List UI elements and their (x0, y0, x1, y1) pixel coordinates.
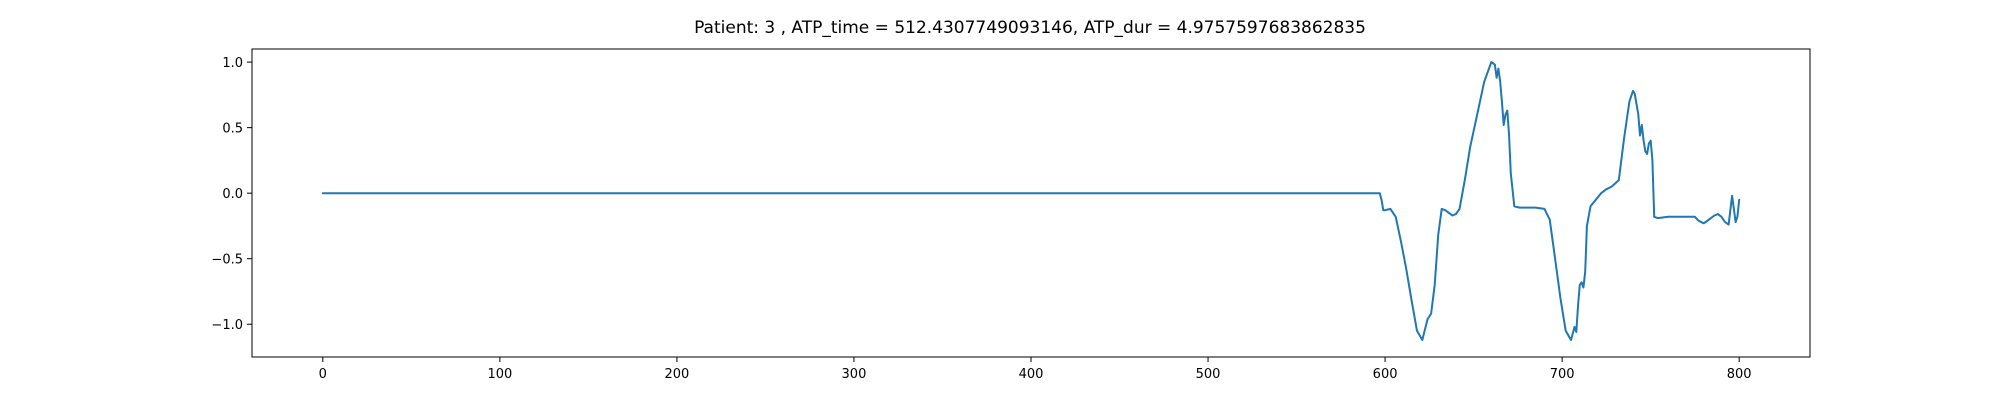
y-tick-label: −1.0 (211, 318, 243, 333)
y-tick-label: 0.5 (222, 122, 243, 137)
x-tick-label: 700 (1550, 367, 1575, 382)
y-tick-label: 1.0 (222, 56, 243, 71)
y-axis: 1.0 0.5 0.0 −0.5 −1.0 (211, 56, 252, 333)
series-group (321, 61, 1741, 341)
chart-title: Patient: 3 , ATP_time = 512.430774909314… (694, 18, 1366, 38)
x-tick-label: 300 (842, 367, 867, 382)
y-tick-label: −0.5 (211, 253, 243, 268)
x-axis: 0 100 200 300 400 500 600 700 800 (319, 357, 1752, 382)
x-tick-label: 500 (1196, 367, 1221, 382)
x-tick-label: 600 (1373, 367, 1398, 382)
x-tick-label: 400 (1019, 367, 1044, 382)
y-tick-label: 0.0 (222, 187, 243, 202)
x-tick-label: 100 (487, 367, 512, 382)
plot-area: 0 100 200 300 400 500 600 700 800 1.0 0.5 0.0 −0.5 −… (211, 48, 1811, 382)
axes-frame (251, 48, 1811, 358)
x-tick-label: 0 (319, 367, 327, 382)
x-tick-label: 800 (1727, 367, 1752, 382)
series-line (321, 61, 1741, 341)
x-tick-label: 200 (664, 367, 689, 382)
